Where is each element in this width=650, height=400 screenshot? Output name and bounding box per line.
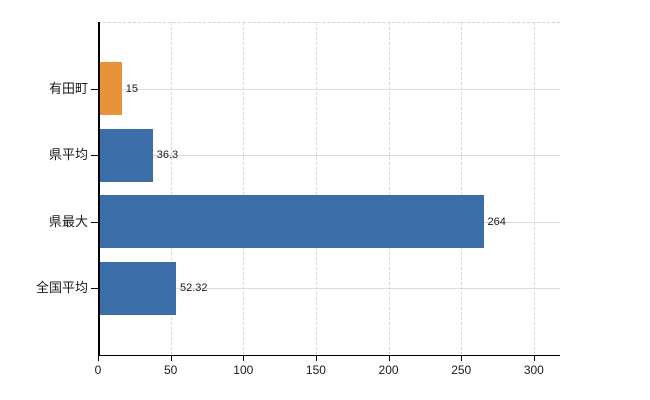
y-category-label: 県平均 — [48, 147, 88, 163]
x-tick-label: 50 — [163, 363, 178, 377]
y-gridline — [98, 155, 560, 157]
x-tick-label: 200 — [378, 363, 399, 377]
x-gridline — [170, 22, 172, 355]
x-gridline — [388, 22, 390, 355]
y-gridline — [98, 288, 560, 290]
x-tick-label: 100 — [233, 363, 254, 377]
x-tick — [388, 355, 390, 361]
bar — [100, 195, 484, 249]
x-tick — [243, 355, 245, 361]
bar-value-label: 15 — [125, 82, 139, 95]
x-tick-label: 300 — [523, 363, 544, 377]
y-axis-line — [98, 22, 100, 355]
y-category-label: 有田町 — [48, 80, 88, 96]
y-category-label: 全国平均 — [35, 280, 88, 296]
x-tick — [461, 355, 463, 361]
y-category-label: 県最大 — [48, 213, 88, 229]
x-tick — [170, 355, 172, 361]
x-axis-line — [98, 355, 560, 356]
x-tick-label: 0 — [94, 363, 102, 377]
x-tick-label: 150 — [305, 363, 326, 377]
plot-area: 15 36.3 264 52.32 — [98, 22, 560, 356]
bar-value-label: 36.3 — [156, 149, 179, 162]
plot-top-border — [98, 22, 560, 23]
y-tick — [91, 88, 98, 90]
y-tick — [91, 221, 98, 223]
bar-value-label: 52.32 — [180, 282, 208, 295]
y-tick — [91, 155, 98, 157]
x-gridline — [315, 22, 317, 355]
x-gridline — [243, 22, 245, 355]
bar — [100, 62, 122, 116]
x-gridline — [461, 22, 463, 355]
x-tick-label: 250 — [451, 363, 472, 377]
y-gridline — [98, 88, 560, 90]
x-gridline — [533, 22, 535, 355]
bar — [100, 128, 153, 182]
bar-value-label: 264 — [487, 215, 506, 228]
x-tick — [533, 355, 535, 361]
x-tick — [315, 355, 317, 361]
y-tick — [91, 288, 98, 290]
x-tick — [98, 355, 99, 361]
bar — [100, 261, 176, 315]
